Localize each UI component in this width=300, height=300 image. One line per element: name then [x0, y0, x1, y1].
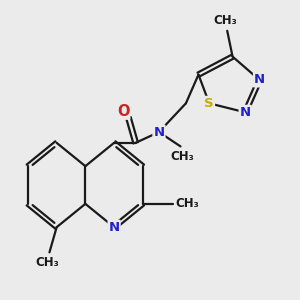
Text: N: N [254, 74, 265, 86]
Text: S: S [204, 97, 214, 110]
Text: N: N [153, 125, 164, 139]
Text: CH₃: CH₃ [36, 256, 59, 269]
Text: CH₃: CH₃ [170, 150, 194, 163]
Text: O: O [117, 104, 129, 119]
Text: CH₃: CH₃ [214, 14, 237, 27]
Text: N: N [240, 106, 251, 119]
Text: CH₃: CH₃ [175, 197, 199, 210]
Text: N: N [109, 221, 120, 234]
